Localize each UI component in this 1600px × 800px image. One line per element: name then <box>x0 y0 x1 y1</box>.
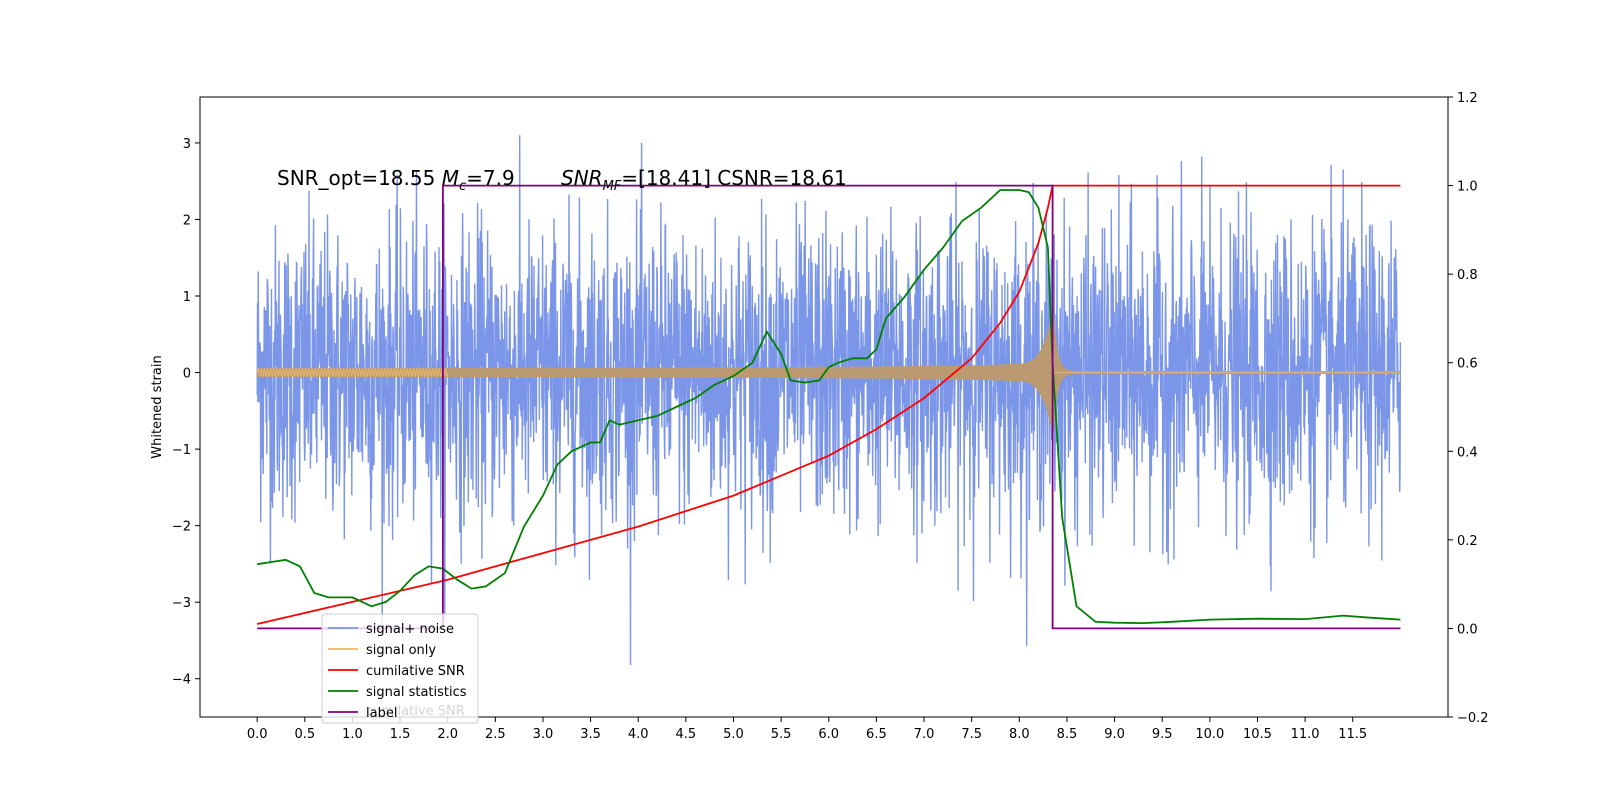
legend-box <box>321 613 479 724</box>
y-tick-label: 1 <box>183 290 191 305</box>
x-tick-label: 9.5 <box>1152 727 1173 742</box>
y2-tick-label: 0.8 <box>1457 268 1478 283</box>
y2-tick-label: 0.0 <box>1457 622 1478 637</box>
signal-only-series <box>256 311 1401 434</box>
legend-label: label <box>366 706 397 721</box>
x-tick-label: 4.5 <box>676 727 697 742</box>
legend-ghost-text: cumilative SNR <box>366 704 465 719</box>
legend: cumilative SNR signal+ noise signal only c… <box>321 613 479 724</box>
x-tick-label: 6.0 <box>818 727 839 742</box>
y-tick-label: −3 <box>172 596 191 611</box>
signal-only-envelope <box>257 311 1401 434</box>
signal-statistics-line <box>257 189 1401 625</box>
signal-only-trace <box>256 367 449 378</box>
y2-tick-label: 1.2 <box>1457 91 1478 106</box>
legend-label: signal+ noise <box>366 622 454 637</box>
x-tick-label: 2.0 <box>437 727 458 742</box>
x-tick-label: 0.5 <box>294 727 315 742</box>
x-tick-label: 2.5 <box>485 727 506 742</box>
y-tick-label: 2 <box>183 213 191 228</box>
x-tick-label: 3.0 <box>533 727 554 742</box>
legend-label: signal statistics <box>366 685 467 700</box>
y-axis-left: 3 2 1 0 −1 −2 −3 −4 <box>172 137 200 688</box>
x-tick-label: 9.0 <box>1104 727 1125 742</box>
y-tick-label: −2 <box>172 520 191 535</box>
x-tick-label: 11.0 <box>1291 727 1320 742</box>
x-tick-label: 8.5 <box>1057 727 1078 742</box>
y-tick-label: −1 <box>172 443 191 458</box>
x-tick-label: 8.0 <box>1009 727 1030 742</box>
x-tick-label: 0.0 <box>247 727 268 742</box>
y2-tick-label: 0.4 <box>1457 445 1478 460</box>
annotations: SNR_opt=18.55 Mc=7.9 SNRMF=[18.41] CSNR=… <box>277 166 847 194</box>
y2-tick-label: −0.2 <box>1457 711 1489 726</box>
x-tick-label: 7.0 <box>914 727 935 742</box>
y-tick-label: 0 <box>183 367 191 382</box>
x-tick-label: 1.0 <box>342 727 363 742</box>
y-tick-label: 3 <box>183 137 191 152</box>
x-axis: 0.0 0.5 1.0 1.5 2.0 2.5 3.0 3.5 4.0 4.5 5.0 5.5 6.0 6… <box>247 717 1367 742</box>
y-axis-right: 1.2 1.0 0.8 0.6 0.4 0.2 0.0 −0.2 <box>1448 91 1489 726</box>
y2-tick-label: 1.0 <box>1457 180 1478 195</box>
x-tick-label: 10.5 <box>1243 727 1272 742</box>
signal-noise-series <box>256 135 1402 666</box>
annotation-snr-mf: SNRMF=[18.41] CSNR=18.61 <box>561 166 847 194</box>
y-tick-label: −4 <box>172 673 191 688</box>
x-tick-label: 10.0 <box>1195 727 1224 742</box>
y2-tick-label: 0.2 <box>1457 534 1478 549</box>
x-tick-label: 1.5 <box>390 727 411 742</box>
x-tick-label: 5.5 <box>771 727 792 742</box>
x-tick-label: 6.5 <box>866 727 887 742</box>
x-tick-label: 7.5 <box>961 727 982 742</box>
cumulative-snr-line <box>256 184 1401 625</box>
plot-frame <box>199 96 1449 718</box>
signal-noise-trace <box>256 135 1402 666</box>
x-tick-label: 5.0 <box>723 727 744 742</box>
x-tick-label: 11.5 <box>1338 727 1367 742</box>
annotation-snr-opt: SNR_opt=18.55 Mc=7.9 <box>277 166 515 194</box>
y2-tick-label: 0.6 <box>1457 357 1478 372</box>
x-tick-label: 3.5 <box>580 727 601 742</box>
legend-label: cumilative SNR <box>366 664 465 679</box>
legend-label: signal only <box>366 643 436 658</box>
y-axis-label: Whitened strain <box>150 355 165 458</box>
x-tick-label: 4.0 <box>628 727 649 742</box>
